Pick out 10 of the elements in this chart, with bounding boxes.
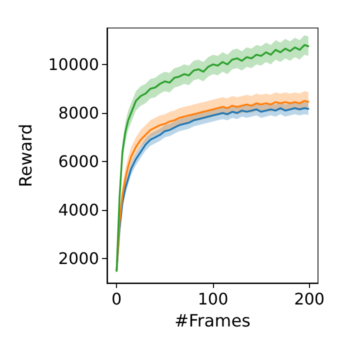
y-tick-label: 4000 (58, 200, 99, 220)
x-tick-label: 200 (294, 290, 325, 308)
x-tick-label: 100 (198, 290, 228, 308)
x-tick-label: 0 (112, 290, 122, 308)
x-axis-title: #Frames (174, 312, 251, 332)
y-axis-title: Reward (16, 124, 36, 188)
y-tick-label: 8000 (58, 104, 99, 122)
y-tick-label: 10000 (48, 54, 99, 74)
y-tick-label: 2000 (58, 249, 99, 268)
y-tick-label: 6000 (58, 152, 99, 172)
